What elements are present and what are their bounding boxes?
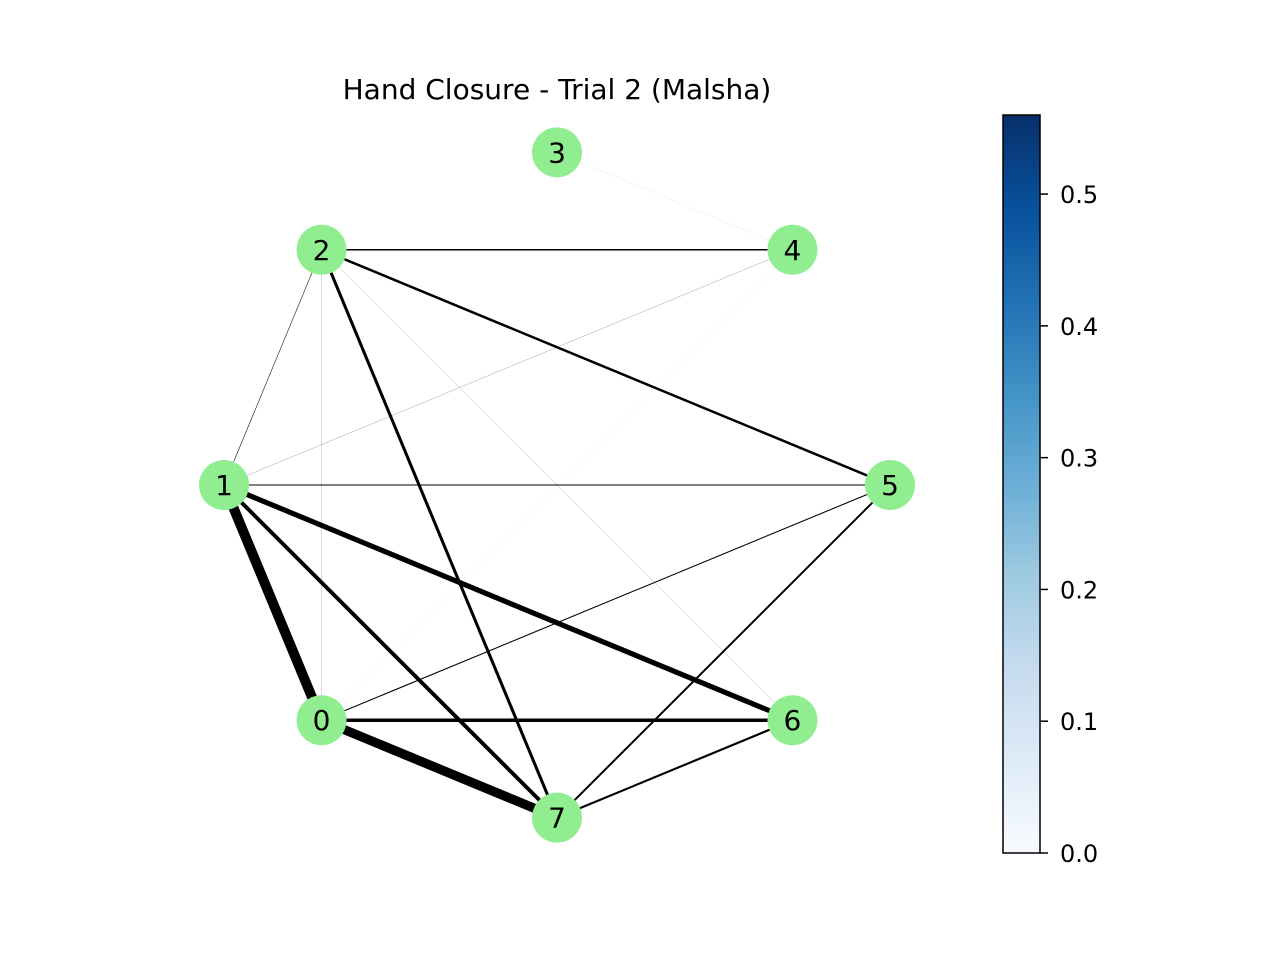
edge-2-7 xyxy=(320,249,559,819)
colorbar-tick-label: 0.0 xyxy=(1060,840,1098,868)
edge-0-4 xyxy=(321,249,793,721)
node-3: 3 xyxy=(532,127,582,178)
node-circle-1 xyxy=(199,460,249,510)
node-circle-4 xyxy=(767,224,818,275)
node-5: 5 xyxy=(865,460,915,510)
colorbar-tick-label: 0.3 xyxy=(1060,445,1098,473)
colorbar-tick-label: 0.2 xyxy=(1060,576,1098,604)
node-0: 0 xyxy=(296,695,347,746)
node-label-1: 1 xyxy=(215,469,233,502)
node-circle-7 xyxy=(532,792,582,843)
edge-3-4 xyxy=(556,152,793,250)
node-label-7: 7 xyxy=(548,802,566,835)
node-label-0: 0 xyxy=(313,704,331,737)
node-circle-6 xyxy=(767,695,818,746)
node-circle-2 xyxy=(296,224,347,275)
node-label-5: 5 xyxy=(881,469,899,502)
edge-6-7 xyxy=(556,719,793,819)
edge-2-6 xyxy=(321,249,793,721)
node-1: 1 xyxy=(199,460,249,510)
node-6: 6 xyxy=(767,695,818,746)
edge-1-2 xyxy=(223,249,322,486)
edge-1-4 xyxy=(223,249,793,486)
node-circle-3 xyxy=(532,127,582,178)
node-circle-5 xyxy=(865,460,915,510)
colorbar-tick-label: 0.1 xyxy=(1060,708,1098,736)
graph-nodes: 0 1 2 3 4 5 6 7 xyxy=(199,127,915,843)
colorbar-tick-label: 0.4 xyxy=(1060,313,1098,341)
node-label-3: 3 xyxy=(548,136,566,169)
colorbar-gradient xyxy=(1002,114,1041,854)
edge-2-5 xyxy=(321,248,891,487)
edge-0-1 xyxy=(219,483,327,723)
colorbar: 0.0 0.1 0.2 0.3 0.4 0.5 xyxy=(1002,114,1098,868)
edge-0-7 xyxy=(319,715,559,822)
figure-title: Hand Closure - Trial 2 (Malsha) xyxy=(343,73,772,106)
node-label-4: 4 xyxy=(784,234,802,267)
edge-1-6 xyxy=(223,482,794,723)
node-7: 7 xyxy=(532,792,582,843)
node-4: 4 xyxy=(767,224,818,275)
graph-edges xyxy=(219,152,891,822)
edge-0-5 xyxy=(321,484,891,721)
node-2: 2 xyxy=(296,224,347,275)
edge-1-7 xyxy=(222,483,559,820)
colorbar-ticks: 0.0 0.1 0.2 0.3 0.4 0.5 xyxy=(1040,181,1098,868)
node-label-6: 6 xyxy=(784,704,802,737)
colorbar-tick-label: 0.5 xyxy=(1060,181,1098,209)
node-label-2: 2 xyxy=(313,234,331,267)
node-circle-0 xyxy=(296,695,347,746)
